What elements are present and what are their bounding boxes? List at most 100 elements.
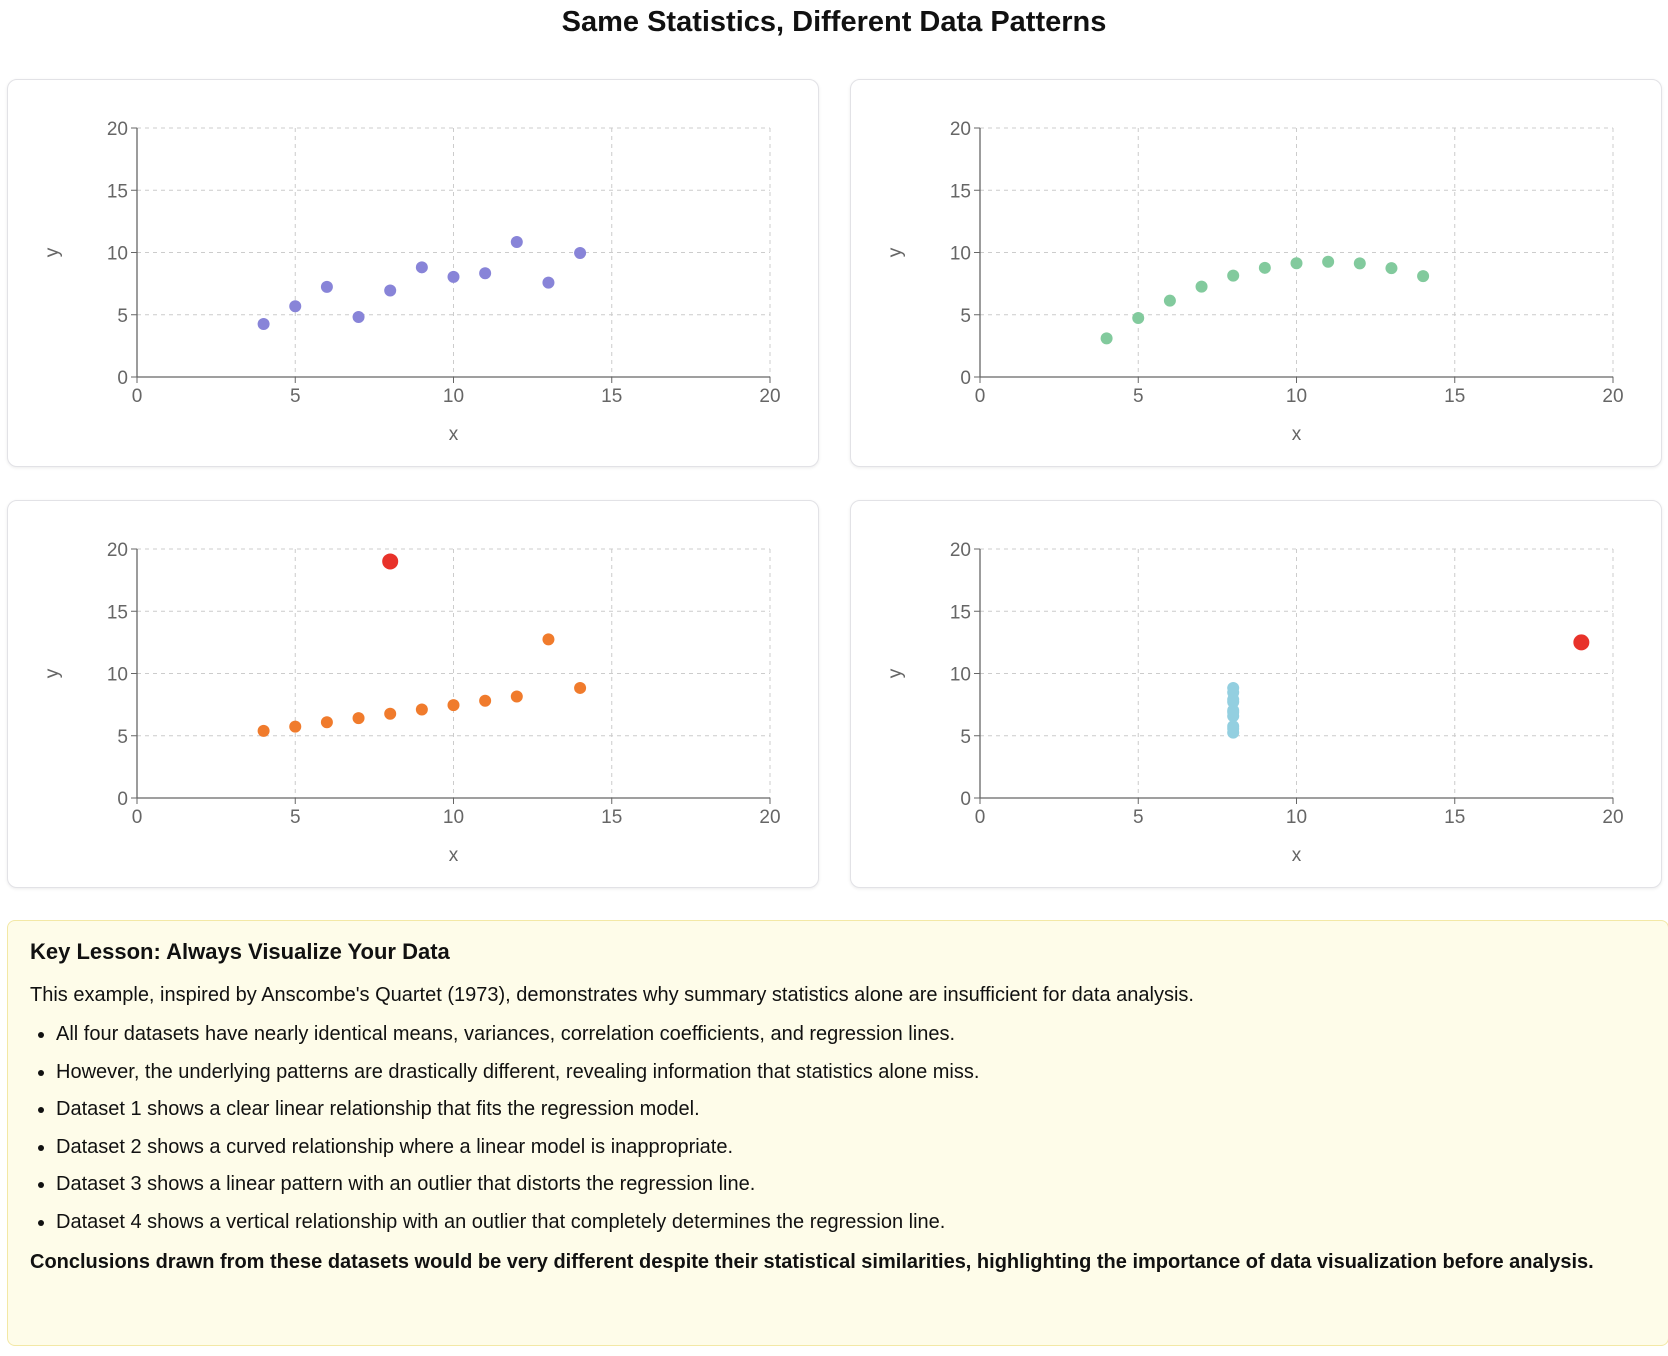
x-tick-label: 10 [443,807,464,828]
x-axis-label: x [449,424,459,445]
y-tick-label: 5 [960,727,971,748]
data-point [1227,706,1240,719]
y-tick-label: 20 [950,119,971,140]
data-point [320,280,333,293]
y-tick-label: 20 [107,540,128,561]
y-tick-label: 20 [107,119,128,140]
data-point [1227,693,1240,706]
x-tick-label: 5 [290,386,301,407]
y-axis-label: y [42,247,63,257]
data-point [352,712,365,725]
outlier-point [382,553,399,570]
y-tick-label: 15 [107,181,128,202]
scatter-chart-4: 0 5 10 15 20 0 5 10 15 20 x y [885,540,1624,866]
scatter-chart-2: 0 5 10 15 20 0 5 10 15 20 x y [885,119,1624,445]
x-axis-label: x [449,845,459,866]
data-point [384,284,397,297]
y-tick-label: 5 [117,306,128,327]
y-tick-label: 15 [950,602,971,623]
lesson-bullet: However, the underlying patterns are dra… [56,1059,1646,1085]
data-point [320,716,333,729]
data-point [1227,722,1240,735]
key-lesson-box: Key Lesson: Always Visualize Your Data T… [7,920,1668,1346]
data-point [415,703,428,716]
data-point [1258,261,1271,274]
data-point [1195,280,1208,293]
data-point [1290,257,1303,270]
lesson-bullet: All four datasets have nearly identical … [56,1021,1646,1047]
lesson-bullet: Dataset 3 shows a linear pattern with an… [56,1171,1646,1197]
x-tick-label: 15 [601,386,622,407]
x-tick-label: 15 [1444,386,1465,407]
y-tick-label: 5 [117,727,128,748]
data-point [510,690,523,703]
y-tick-label: 0 [117,368,128,389]
chart-panel-2: 0 5 10 15 20 0 5 10 15 20 x y [850,79,1662,467]
data-point [1163,294,1176,307]
y-axis-label: y [885,247,906,257]
scatter-chart-3: 0 5 10 15 20 0 5 10 15 20 x y [42,540,781,866]
data-point [1132,311,1145,324]
data-point [574,681,587,694]
x-axis-label: x [1292,845,1302,866]
y-tick-label: 0 [960,789,971,810]
lesson-bullets: All four datasets have nearly identical … [30,1021,1646,1235]
data-point [574,246,587,259]
x-tick-label: 10 [1286,386,1307,407]
y-tick-label: 15 [107,602,128,623]
y-tick-label: 10 [950,665,971,686]
x-tick-label: 5 [290,807,301,828]
x-tick-label: 0 [975,807,986,828]
x-tick-label: 0 [132,386,143,407]
x-tick-label: 20 [759,386,780,407]
x-tick-label: 20 [759,807,780,828]
y-axis-label: y [42,668,63,678]
data-point [257,317,270,330]
outlier-point [1573,634,1590,651]
data-point [479,694,492,707]
lesson-bullet: Dataset 2 shows a curved relationship wh… [56,1134,1646,1160]
data-point [1227,269,1240,282]
data-point [479,267,492,280]
data-point [542,633,555,646]
lesson-bullet: Dataset 4 shows a vertical relationship … [56,1209,1646,1235]
y-tick-label: 0 [117,789,128,810]
x-tick-label: 0 [975,386,986,407]
lesson-heading: Key Lesson: Always Visualize Your Data [30,939,450,964]
x-tick-label: 20 [1602,386,1623,407]
lesson-conclusion: Conclusions drawn from these datasets wo… [30,1251,1594,1273]
x-tick-label: 10 [1286,807,1307,828]
y-tick-label: 10 [950,244,971,265]
y-tick-label: 20 [950,540,971,561]
x-tick-label: 10 [443,386,464,407]
x-tick-label: 5 [1133,807,1144,828]
y-tick-label: 5 [960,306,971,327]
data-point [542,276,555,289]
data-point [447,270,460,283]
x-tick-label: 20 [1602,807,1623,828]
x-tick-label: 5 [1133,386,1144,407]
lesson-intro: This example, inspired by Anscombe's Qua… [30,984,1194,1006]
data-point [257,724,270,737]
data-point [1417,270,1430,283]
data-point [1353,257,1366,270]
lesson-bullet: Dataset 1 shows a clear linear relations… [56,1096,1646,1122]
data-point [415,261,428,274]
data-point [384,707,397,720]
data-point [289,300,302,313]
y-tick-label: 10 [107,244,128,265]
x-tick-label: 15 [1444,807,1465,828]
data-point [447,699,460,712]
data-point [1322,255,1335,268]
data-point [352,310,365,323]
x-axis-label: x [1292,424,1302,445]
y-axis-label: y [885,668,906,678]
scatter-chart-1: 0 5 10 15 20 0 5 10 15 20 x y [42,119,781,445]
data-point [1100,332,1113,345]
y-tick-label: 0 [960,368,971,389]
y-tick-label: 10 [107,665,128,686]
y-tick-label: 15 [950,181,971,202]
chart-panel-4: 0 5 10 15 20 0 5 10 15 20 x y [850,500,1662,888]
x-tick-label: 0 [132,807,143,828]
data-point [1385,262,1398,275]
